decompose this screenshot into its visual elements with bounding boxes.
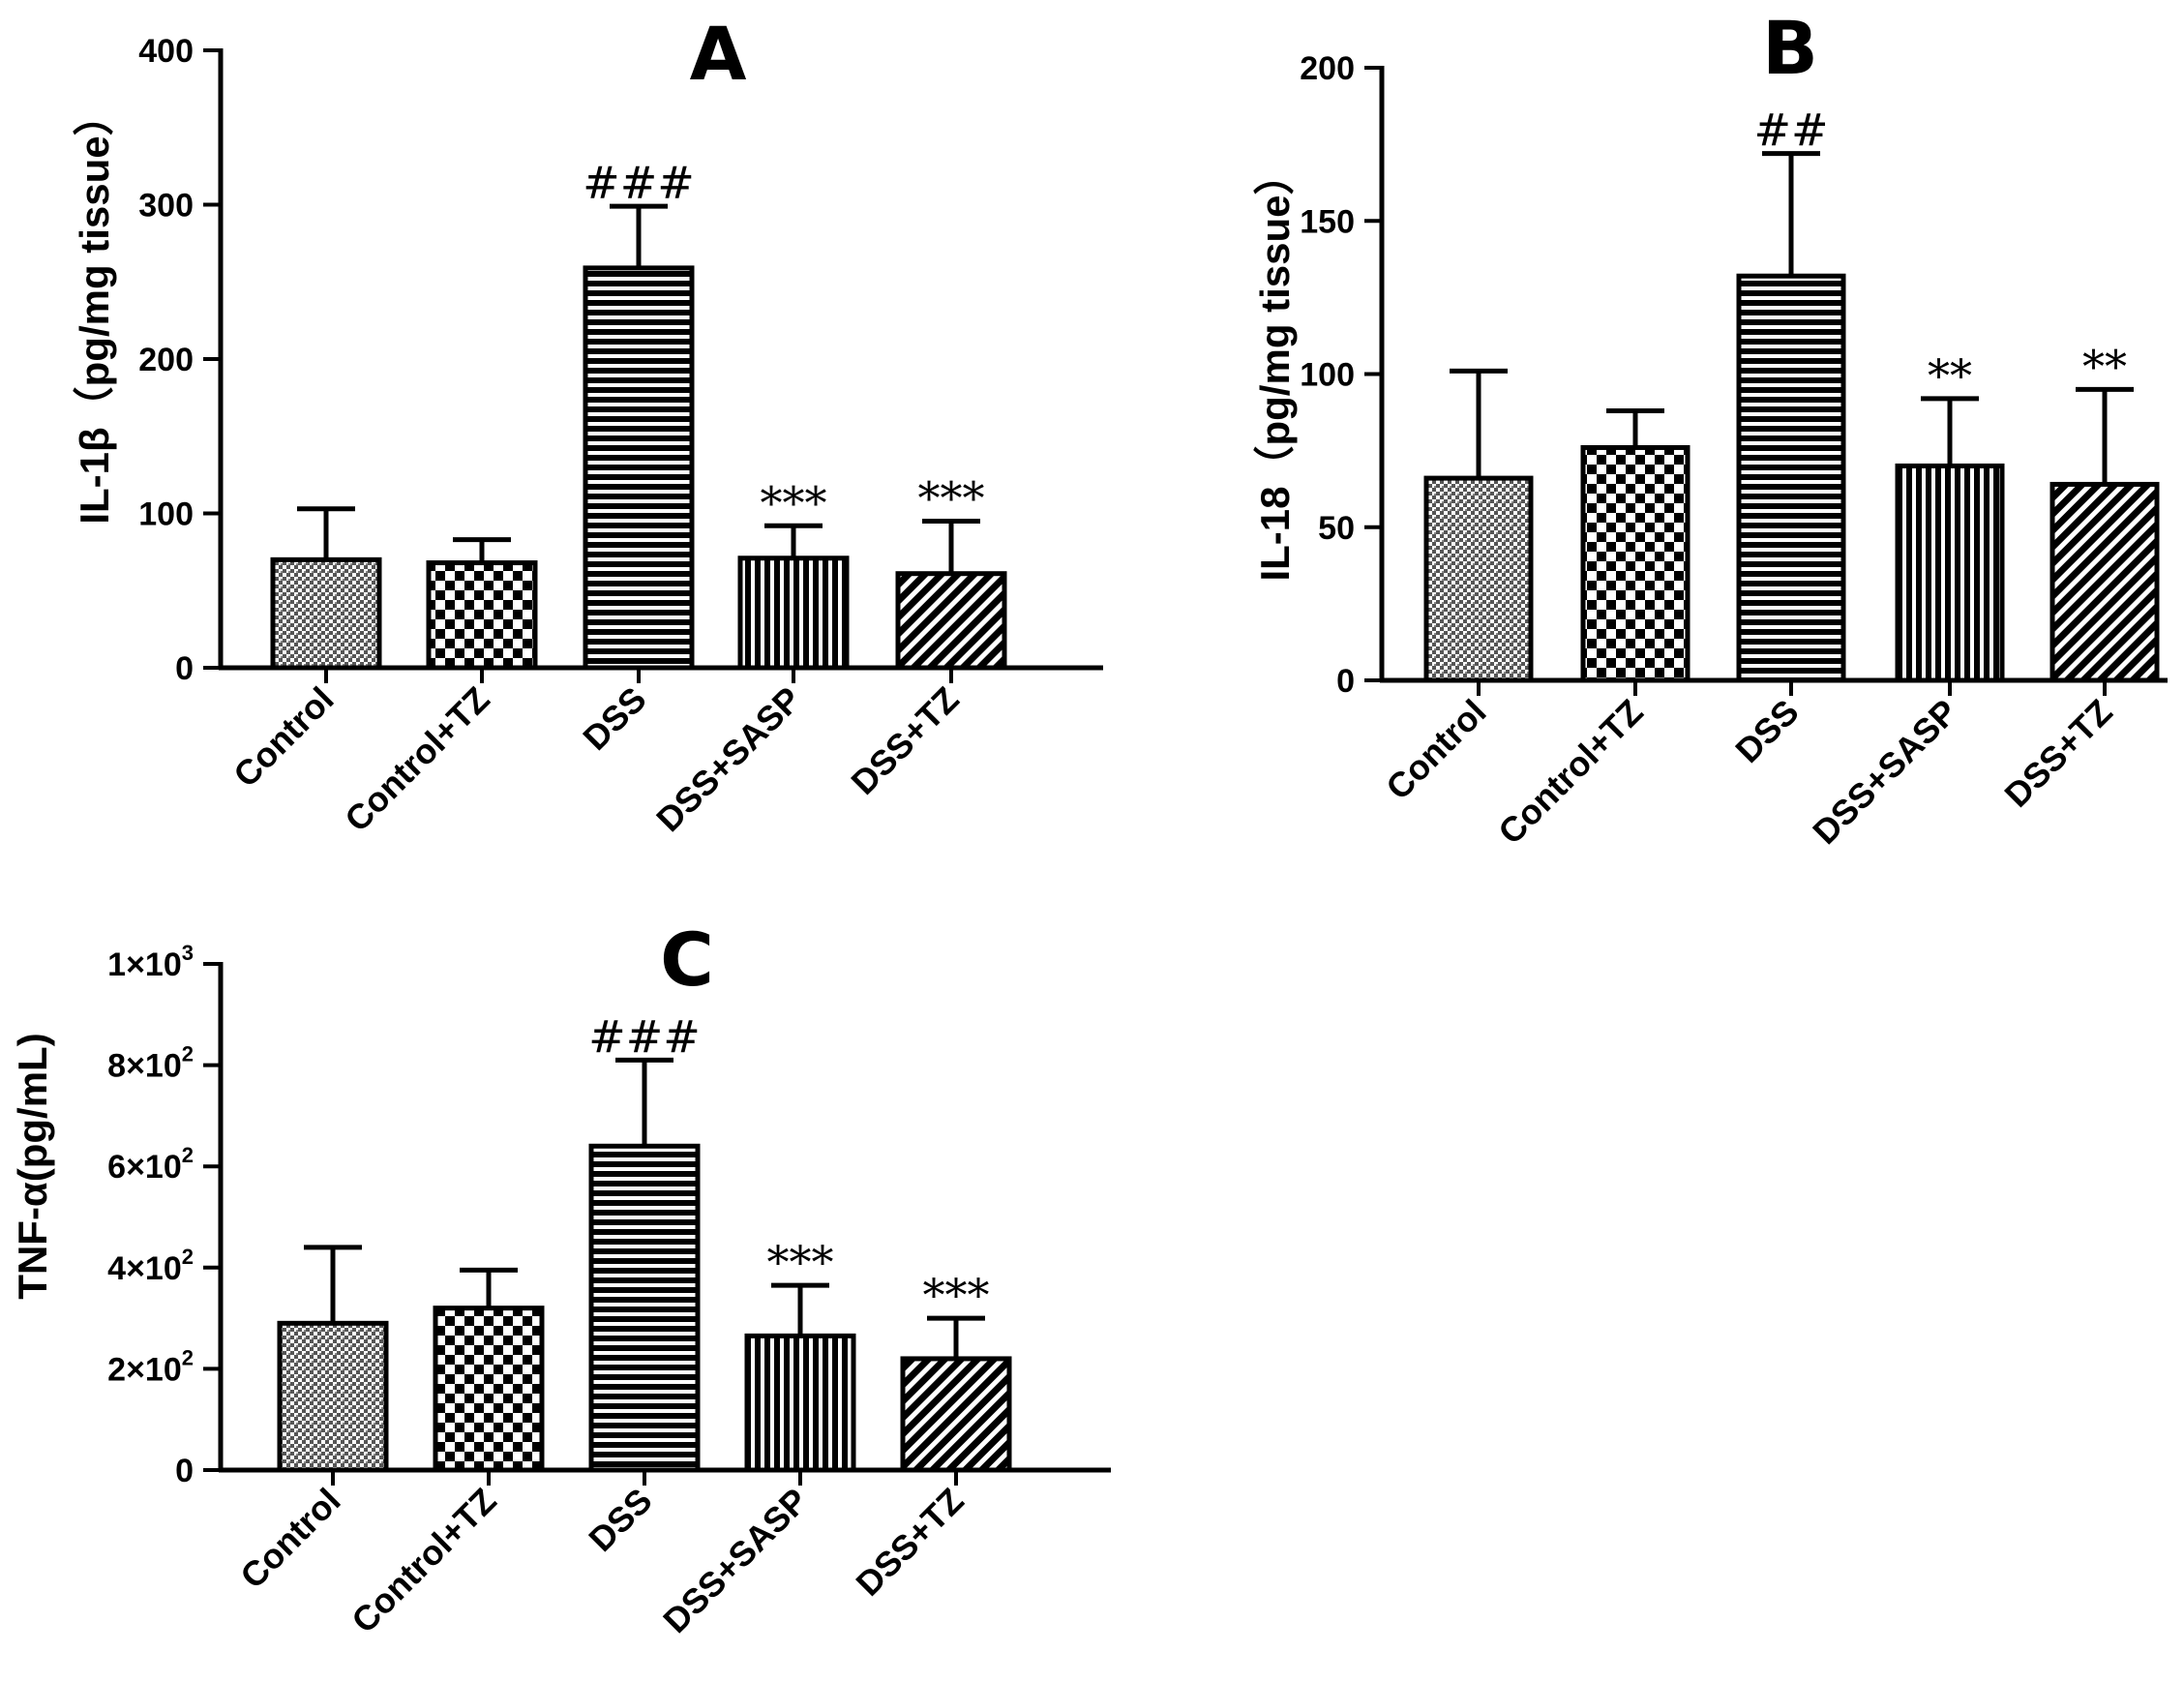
significance-label: ### <box>588 1010 701 1063</box>
bar-dss-tz <box>895 571 1007 671</box>
x-tick-label: DSS+TZ <box>848 1481 971 1604</box>
y-tick-label-base: 4×10 <box>107 1250 182 1287</box>
x-tick-label: Control <box>232 1481 347 1596</box>
x-tick-label: Control+TZ <box>344 1481 503 1640</box>
bar-group: ## ** ** <box>1423 105 2160 683</box>
y-tick-label: 6×102 <box>107 1143 194 1186</box>
y-tick-label-base: 0 <box>175 650 194 687</box>
x-tick-label: DSS+TZ <box>843 679 966 802</box>
y-tick-label-base: 200 <box>138 342 194 378</box>
bar-group: ### *** *** <box>270 157 1007 671</box>
y-tick-label: 0 <box>1336 663 1355 700</box>
bar-control <box>277 1320 389 1473</box>
y-tick-label: 4×102 <box>107 1245 194 1287</box>
x-tick-label: Control+TZ <box>337 679 496 839</box>
bar-dss <box>583 265 695 671</box>
x-tick-label: DSS <box>575 679 653 758</box>
y-tick-label-exponent: 2 <box>182 1143 194 1167</box>
y-tick-label: 100 <box>138 496 194 533</box>
y-tick-label: 150 <box>1300 203 1355 240</box>
y-tick-label: 400 <box>138 33 194 70</box>
y-tick-label-exponent: 3 <box>182 941 194 965</box>
panel-letter-b: B <box>1762 5 1818 91</box>
significance-label: *** <box>767 1236 834 1288</box>
y-tick-label-base: 6×10 <box>107 1149 182 1186</box>
y-axis-title: IL-1β（pg/mg tissue） <box>72 95 117 524</box>
bar-dss <box>588 1143 701 1473</box>
y-tick-label-base: 150 <box>1300 203 1355 240</box>
y-tick-label: 0 <box>175 650 194 687</box>
y-tick-label-base: 0 <box>175 1453 194 1489</box>
bar-dss-tz <box>900 1356 1012 1473</box>
y-tick-label: 2×102 <box>107 1345 194 1388</box>
x-tick-label: Control <box>225 679 341 795</box>
panel-a: A IL-1β（pg/mg tissue） 0 100 200 300 400 Contr… <box>72 11 1103 839</box>
panel-letter-a: A <box>690 11 747 97</box>
bar-control-tz <box>1580 444 1690 683</box>
x-tick-label: Control+TZ <box>1490 692 1650 852</box>
x-tick-label: DSS+SASP <box>1805 692 1965 853</box>
bar-dss-sasp <box>737 556 850 671</box>
y-tick-label-exponent: 2 <box>182 1345 194 1369</box>
bar-control-tz <box>426 560 538 671</box>
y-tick-label-exponent: 2 <box>182 1245 194 1269</box>
significance-label: *** <box>918 471 985 524</box>
significance-label: *** <box>761 476 827 528</box>
bar-group: ### *** *** <box>277 1010 1012 1473</box>
y-tick-label: 50 <box>1318 510 1355 547</box>
panel-letter-c: C <box>660 916 714 1003</box>
x-tick-label: DSS <box>1727 692 1806 770</box>
significance-label: ** <box>2082 340 2127 392</box>
panel-c: C TNF-α(pg/mL) 02×1024×1026×1028×1021×10… <box>10 916 1111 1640</box>
x-tick-label: DSS+SASP <box>655 1481 816 1641</box>
x-tick-label: DSS+SASP <box>648 679 809 840</box>
y-tick-label: 100 <box>1300 357 1355 394</box>
y-axis-title: TNF-α(pg/mL) <box>10 1033 55 1299</box>
y-tick-label: 8×102 <box>107 1042 194 1085</box>
y-tick-label-base: 400 <box>138 33 194 70</box>
bar-control <box>270 556 382 671</box>
significance-label: ## <box>1753 105 1828 157</box>
y-tick-label-base: 2×10 <box>107 1351 182 1388</box>
bar-dss-sasp <box>1895 463 2005 683</box>
y-tick-label-base: 1×10 <box>107 946 182 983</box>
y-tick-label-base: 0 <box>1336 663 1355 700</box>
x-tick-label: Control <box>1378 692 1493 807</box>
bar-dss-sasp <box>744 1333 856 1473</box>
significance-label: ** <box>1928 349 1972 402</box>
x-tick-label: DSS <box>581 1481 659 1559</box>
significance-label: ### <box>583 157 695 209</box>
y-tick-label-base: 100 <box>138 496 194 533</box>
y-tick-label-base: 200 <box>1300 50 1355 87</box>
y-tick-label-base: 300 <box>138 188 194 225</box>
bar-control <box>1423 475 1534 683</box>
y-tick-label: 300 <box>138 188 194 225</box>
y-tick-label: 0 <box>175 1453 194 1489</box>
bar-dss <box>1736 273 1846 683</box>
y-tick-label-exponent: 2 <box>182 1042 194 1066</box>
bar-dss-tz <box>2049 481 2160 683</box>
y-tick-label-base: 50 <box>1318 510 1355 547</box>
y-tick-label-base: 100 <box>1300 357 1355 394</box>
x-tick-label: DSS+TZ <box>1996 692 2119 815</box>
y-tick-label-base: 8×10 <box>107 1048 182 1085</box>
y-tick-label: 200 <box>138 342 194 378</box>
y-tick-label: 1×103 <box>107 941 194 983</box>
y-axis-title: IL-18（pg/mg tissue） <box>1252 154 1298 581</box>
significance-label: *** <box>923 1269 990 1321</box>
panel-b: B IL-18（pg/mg tissue） 0 50 100 150 200 Contro… <box>1252 5 2168 852</box>
y-tick-label: 200 <box>1300 50 1355 87</box>
bar-control-tz <box>433 1306 545 1473</box>
